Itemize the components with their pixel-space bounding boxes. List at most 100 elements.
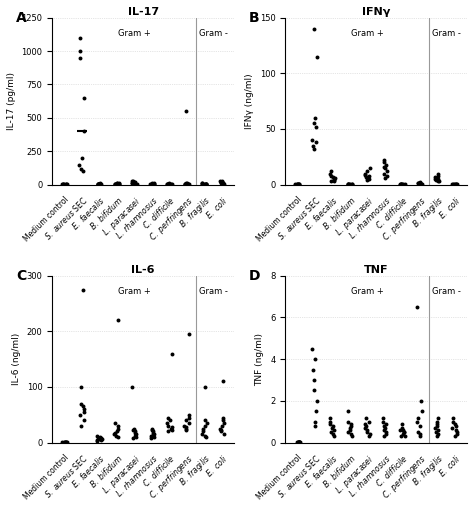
Point xyxy=(199,425,206,433)
Point xyxy=(382,160,390,168)
Point xyxy=(132,430,140,438)
Point xyxy=(433,422,441,430)
Point xyxy=(396,426,403,434)
Point xyxy=(128,177,136,185)
Point xyxy=(397,432,405,440)
Point xyxy=(112,432,119,440)
Point xyxy=(167,180,175,188)
Point xyxy=(415,179,423,187)
Point xyxy=(363,413,370,421)
Point xyxy=(345,180,352,188)
Point xyxy=(418,180,425,188)
Point xyxy=(380,426,387,434)
Point xyxy=(131,428,138,436)
Point xyxy=(396,181,404,189)
Point xyxy=(417,180,425,188)
Point xyxy=(201,422,209,430)
Point xyxy=(363,176,370,184)
Point xyxy=(128,179,136,187)
Point xyxy=(327,169,334,178)
Point xyxy=(347,422,355,430)
Point xyxy=(382,424,389,432)
Point xyxy=(60,438,67,446)
Point xyxy=(310,25,318,33)
Point xyxy=(364,428,371,436)
Point xyxy=(414,428,422,436)
Point xyxy=(312,138,320,147)
Point xyxy=(129,427,137,435)
Point xyxy=(330,426,338,434)
Point xyxy=(364,167,371,176)
Point xyxy=(327,420,334,428)
Title: TNF: TNF xyxy=(364,265,388,275)
Point xyxy=(348,432,356,440)
Point xyxy=(95,180,102,188)
Point xyxy=(113,179,121,187)
Point xyxy=(80,405,88,413)
Point xyxy=(129,177,137,185)
Point xyxy=(400,428,408,436)
Point xyxy=(291,181,299,189)
Point xyxy=(130,425,137,433)
Point xyxy=(383,172,391,180)
Point xyxy=(345,180,352,188)
Point xyxy=(381,164,389,172)
Point xyxy=(433,418,441,426)
Point xyxy=(216,177,223,185)
Point xyxy=(181,422,188,430)
Point xyxy=(434,413,442,421)
Point xyxy=(434,172,442,180)
Point xyxy=(166,416,174,425)
Point xyxy=(309,142,317,150)
Point xyxy=(453,430,461,438)
Point xyxy=(294,438,301,446)
Title: IL-6: IL-6 xyxy=(131,265,155,275)
Point xyxy=(148,432,156,440)
Point xyxy=(111,429,119,437)
Point xyxy=(418,407,426,415)
Point xyxy=(94,435,101,443)
Point xyxy=(330,432,337,440)
Point xyxy=(168,180,175,188)
Point xyxy=(310,120,318,128)
Point xyxy=(452,180,460,188)
Point xyxy=(431,424,439,432)
Y-axis label: IFNγ (ng/ml): IFNγ (ng/ml) xyxy=(245,73,254,129)
Point xyxy=(132,433,139,441)
Point xyxy=(80,416,88,425)
Point xyxy=(94,180,102,188)
Point xyxy=(346,424,354,432)
Point xyxy=(296,438,303,446)
Point xyxy=(417,180,424,188)
Point xyxy=(311,355,319,363)
Point xyxy=(451,180,459,188)
Text: Gram -: Gram - xyxy=(199,288,228,296)
Point xyxy=(148,180,156,188)
Point xyxy=(201,432,209,440)
Point xyxy=(295,438,303,446)
Point xyxy=(451,432,459,440)
Point xyxy=(328,424,336,432)
Point xyxy=(150,180,158,188)
Text: Gram -: Gram - xyxy=(199,30,228,38)
Point xyxy=(182,416,190,425)
Point xyxy=(327,177,335,185)
Point xyxy=(453,180,461,188)
Point xyxy=(219,179,227,187)
Point xyxy=(96,433,104,441)
Point xyxy=(382,428,390,436)
Point xyxy=(380,158,388,166)
Point xyxy=(218,178,226,186)
Text: D: D xyxy=(249,269,260,283)
Point xyxy=(216,425,224,433)
Point xyxy=(97,434,105,442)
Point xyxy=(130,434,137,442)
Point xyxy=(79,286,87,294)
Point xyxy=(201,416,209,425)
Point xyxy=(219,413,227,421)
Point xyxy=(453,428,460,436)
Point xyxy=(114,425,122,433)
Point xyxy=(129,178,137,186)
Point xyxy=(164,180,171,188)
Point xyxy=(163,180,171,188)
